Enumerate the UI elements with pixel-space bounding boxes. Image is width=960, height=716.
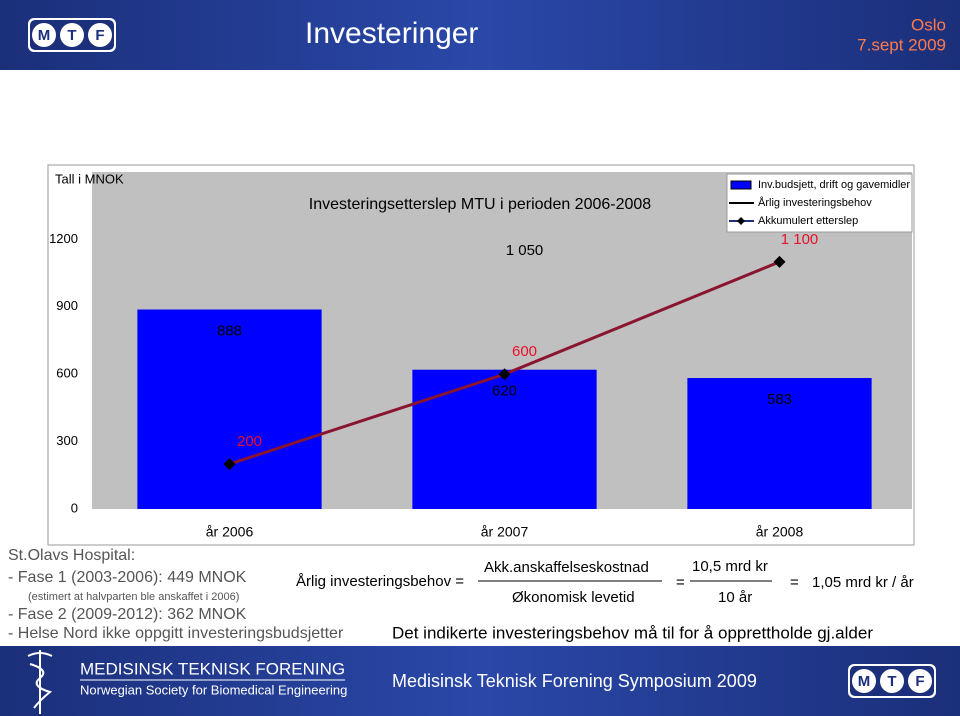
- date: 7.sept 2009: [857, 35, 946, 54]
- legend-label: Akkumulert etterslep: [758, 215, 858, 227]
- chart-title: Investeringsetterslep MTU i perioden 200…: [309, 196, 652, 213]
- formula-equals: =: [676, 574, 685, 591]
- footer-org: MEDISINSK TEKNISK FORENING: [80, 659, 345, 678]
- bar-value-label: 620: [492, 383, 517, 400]
- formula-result: 1,05 mrd kr / år: [812, 574, 914, 591]
- y-tick-label: 300: [56, 433, 78, 448]
- logo-letter: T: [887, 673, 896, 690]
- legend-label: Inv.budsjett, drift og gavemidler: [758, 179, 910, 191]
- y-tick-label: 1200: [49, 231, 78, 246]
- formula-lhs: Årlig investeringsbehov =: [296, 573, 464, 590]
- caduceus: [27, 650, 53, 714]
- line-value-label: 1 050: [506, 242, 544, 259]
- logo-letter: M: [858, 673, 871, 690]
- bar: [137, 309, 322, 509]
- note: (estimert at halvparten ble anskaffet i …: [28, 591, 239, 603]
- marker: [223, 458, 236, 471]
- formula-denominator: Økonomisk levetid: [512, 589, 635, 606]
- footer-band: [0, 646, 960, 716]
- x-tick-label: år 2006: [206, 524, 254, 540]
- chart: 0 300 600 900 1200 år 2006 år 2007 år 2008 888 62…: [49, 173, 913, 540]
- line-value-label: 200: [237, 433, 262, 450]
- location: Oslo: [911, 15, 946, 34]
- logo-circle: [32, 23, 56, 47]
- formula-equals: =: [790, 574, 799, 591]
- logo-letter: F: [915, 673, 924, 690]
- note: - Fase 1 (2003-2006): 449 MNOK: [8, 569, 247, 586]
- line-value-label: 600: [512, 343, 537, 360]
- logo-circle: [88, 23, 112, 47]
- note: St.Olavs Hospital:: [8, 547, 135, 564]
- note: - Helse Nord ikke oppgitt investeringsbu…: [8, 625, 344, 642]
- formula-value-denominator: 10 år: [718, 589, 752, 606]
- legend-marker: [737, 217, 745, 225]
- legend-swatch: [730, 180, 752, 190]
- y-unit-label: Tall i MNOK: [55, 171, 124, 186]
- footer-event: Medisinsk Teknisk Forening Symposium 200…: [392, 671, 757, 691]
- header-band: [0, 0, 960, 70]
- conclusion: Det indikerte investeringsbehov må til f…: [392, 623, 873, 642]
- logo-letter: T: [67, 27, 76, 44]
- logo-circle: [852, 669, 876, 693]
- marker: [498, 368, 511, 381]
- formula-value-numerator: 10,5 mrd kr: [692, 558, 768, 575]
- bar-value-label: 888: [217, 322, 242, 339]
- marker: [773, 255, 786, 268]
- x-tick-label: år 2008: [756, 524, 804, 540]
- logo-circle: [908, 669, 932, 693]
- logo-circle: [880, 669, 904, 693]
- footer-org-en: Norwegian Society for Biomedical Enginee…: [80, 682, 347, 697]
- logo-letter: M: [38, 27, 51, 44]
- bar-value-label: 583: [767, 391, 792, 408]
- y-tick-label: 600: [56, 366, 78, 381]
- logo-letter: F: [95, 27, 104, 44]
- y-tick-label: 0: [71, 500, 78, 515]
- bar: [687, 378, 872, 509]
- legend-box: [726, 173, 913, 233]
- formula-numerator: Akk.anskaffelseskostnad: [484, 559, 649, 576]
- x-tick-label: år 2007: [481, 524, 529, 540]
- slide-title: Investeringer: [305, 17, 478, 50]
- note: - Fase 2 (2009-2012): 362 MNOK: [8, 606, 247, 623]
- line-value-label: 1 100: [781, 231, 819, 248]
- logo-circle: [60, 23, 84, 47]
- y-tick-label: 900: [56, 298, 78, 313]
- legend-label: Årlig investeringsbehov: [758, 196, 872, 209]
